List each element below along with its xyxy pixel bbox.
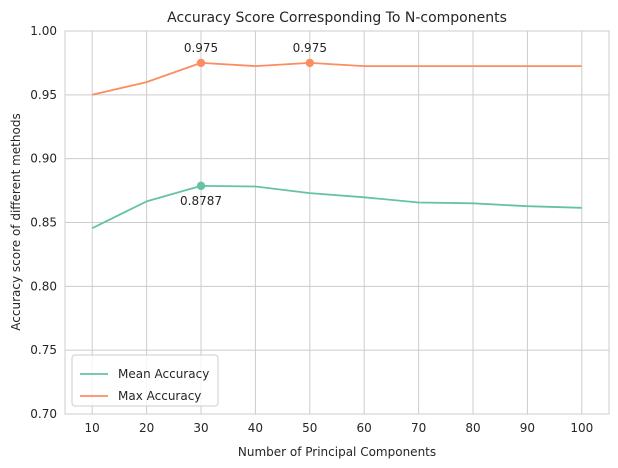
x-tick-label: 90: [520, 421, 535, 435]
y-tick-label: 0.85: [30, 216, 57, 230]
annotation-marker: [196, 181, 206, 191]
x-tick-label: 80: [465, 421, 480, 435]
x-tick-label: 40: [248, 421, 263, 435]
x-tick-label: 70: [411, 421, 426, 435]
y-tick-label: 0.70: [30, 407, 57, 421]
x-tick-label: 10: [85, 421, 100, 435]
annotation-marker: [196, 58, 206, 68]
x-tick-label: 20: [139, 421, 154, 435]
x-tick-label: 30: [193, 421, 208, 435]
chart-title: Accuracy Score Corresponding To N-compon…: [167, 10, 507, 26]
y-tick-label: 0.75: [30, 343, 57, 357]
y-tick-label: 0.90: [30, 152, 57, 166]
y-tick-label: 0.80: [30, 279, 57, 293]
annotation-label: 0.975: [293, 41, 327, 55]
x-tick-label: 60: [357, 421, 372, 435]
legend-box: [71, 354, 219, 407]
y-tick-label: 0.95: [30, 88, 57, 102]
y-tick-label: 1.00: [30, 24, 57, 38]
y-axis-ticks: 0.70 0.75 0.80 0.85 0.90 0.95 1.00: [30, 24, 57, 421]
annotation-label: 0.975: [184, 41, 218, 55]
annotation-label: 0.8787: [180, 194, 222, 208]
annotations: 0.975 0.975 0.8787: [180, 41, 327, 208]
annotation-marker: [305, 58, 314, 68]
legend-label: Max Accuracy: [118, 389, 201, 403]
series-line-max-accuracy: [91, 62, 582, 96]
legend-label: Mean Accuracy: [118, 367, 209, 381]
x-axis-ticks: 10 20 30 40 50 60 70 80 90 100: [85, 421, 594, 435]
x-tick-label: 100: [570, 421, 593, 435]
plot-frame: [64, 30, 610, 415]
series-line-mean-accuracy: [91, 184, 582, 230]
series-group: [91, 62, 582, 230]
legend: Mean Accuracy Max Accuracy: [71, 354, 219, 407]
y-axis-label: Accuracy score of different methods: [9, 113, 23, 330]
x-axis-label: Number of Principal Components: [238, 445, 436, 459]
x-tick-label: 50: [302, 421, 317, 435]
